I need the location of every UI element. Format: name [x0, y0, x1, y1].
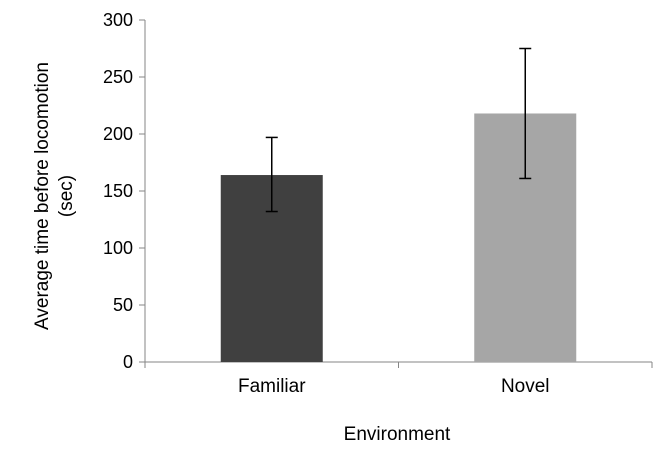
y-tick-label: 300 [103, 10, 133, 30]
y-tick-label: 200 [103, 124, 133, 144]
y-tick-label: 250 [103, 67, 133, 87]
y-tick-label: 0 [123, 352, 133, 372]
y-tick-label: 50 [113, 295, 133, 315]
y-axis: 0 50 100 150 200 250 300 [103, 10, 146, 372]
x-axis-title: Environment [344, 424, 451, 445]
y-tick-label: 150 [103, 181, 133, 201]
y-axis-title-line-2: (sec) [56, 175, 77, 217]
y-axis-title-line-1: Average time before locomotion [32, 62, 53, 330]
y-tick-label: 100 [103, 238, 133, 258]
x-category-label: Familiar [238, 376, 306, 397]
x-category-label: Novel [501, 376, 550, 397]
bars [220, 113, 577, 362]
error-bars [265, 47, 532, 213]
x-axis: Familiar Novel [144, 361, 653, 397]
